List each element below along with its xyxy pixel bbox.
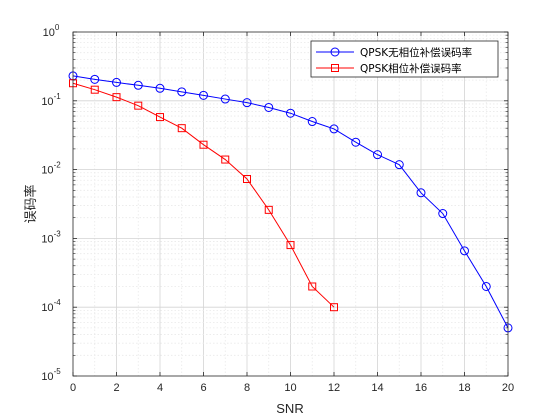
series-1-marker — [220, 94, 230, 104]
y-axis-label: 误码率 — [23, 184, 38, 223]
legend: QPSK无相位补偿误码率 QPSK相位补偿误码率 — [310, 40, 499, 78]
series-2-marker — [243, 175, 251, 184]
series-1-marker — [307, 117, 317, 127]
series-2-marker — [286, 241, 295, 250]
series-2-marker — [308, 282, 317, 291]
legend-marker-series-2 — [331, 64, 339, 72]
legend-label-series-1: QPSK无相位补偿误码率 — [360, 46, 472, 59]
x-tick-label: 10 — [284, 382, 296, 394]
y-tick-label: 10-2 — [41, 161, 61, 177]
series-1-marker — [394, 160, 404, 170]
x-tick-label: 16 — [415, 382, 427, 394]
series-1-marker — [133, 80, 143, 90]
series-1-marker — [112, 77, 121, 87]
series-2-marker — [90, 85, 99, 94]
legend-marker-series-1 — [330, 47, 340, 57]
series-1-marker — [286, 108, 295, 118]
x-tick-label: 0 — [70, 382, 76, 394]
y-tick-label: 10-1 — [41, 92, 61, 108]
series-1-marker — [264, 102, 274, 112]
series-2-marker — [134, 101, 143, 110]
series-2-marker — [264, 205, 273, 214]
x-tick-label: 20 — [502, 382, 514, 394]
series-line-1 — [72, 75, 509, 329]
series-1-marker — [481, 281, 491, 291]
series-1-marker — [416, 188, 426, 198]
series-1-marker — [242, 98, 252, 108]
x-tick-label: 14 — [371, 382, 383, 394]
y-tick-label: 10-5 — [41, 367, 61, 383]
series-1-marker — [329, 124, 339, 134]
x-tick-label: 18 — [458, 382, 470, 394]
x-tick-label: 12 — [328, 382, 340, 394]
series-1-marker — [373, 150, 382, 160]
series-1-marker — [177, 87, 187, 97]
series-1-marker — [90, 74, 100, 84]
series-1-marker — [155, 83, 165, 93]
x-axis-label: SNR — [276, 401, 303, 416]
legend-box — [310, 40, 499, 78]
series-2-marker — [156, 113, 164, 122]
series-1-marker — [199, 90, 208, 100]
series-2-marker — [199, 140, 208, 149]
series-line-2 — [72, 82, 335, 308]
ticks: 0 2 4 6 8 10 12 14 16 18 20 10-5 10-4 10-3 10-2 10-1 100 — [41, 23, 514, 394]
series-2-marker — [177, 124, 186, 133]
x-tick-label: 6 — [200, 382, 206, 394]
series-layer — [68, 71, 513, 333]
x-tick-label: 4 — [157, 382, 163, 394]
series-2-marker — [221, 155, 230, 164]
y-tick-label: 10-4 — [41, 298, 61, 314]
x-tick-label: 2 — [113, 382, 119, 394]
series-1-marker — [438, 209, 448, 219]
y-tick-label: 10-3 — [41, 229, 61, 245]
series-1-marker — [351, 137, 361, 147]
series-2-marker — [112, 93, 121, 102]
series-1-marker — [460, 246, 469, 256]
series-2-marker — [330, 303, 338, 312]
x-tick-label: 8 — [244, 382, 250, 394]
y-tick-label: 100 — [43, 23, 60, 39]
legend-label-series-2: QPSK相位补偿误码率 — [360, 62, 462, 75]
